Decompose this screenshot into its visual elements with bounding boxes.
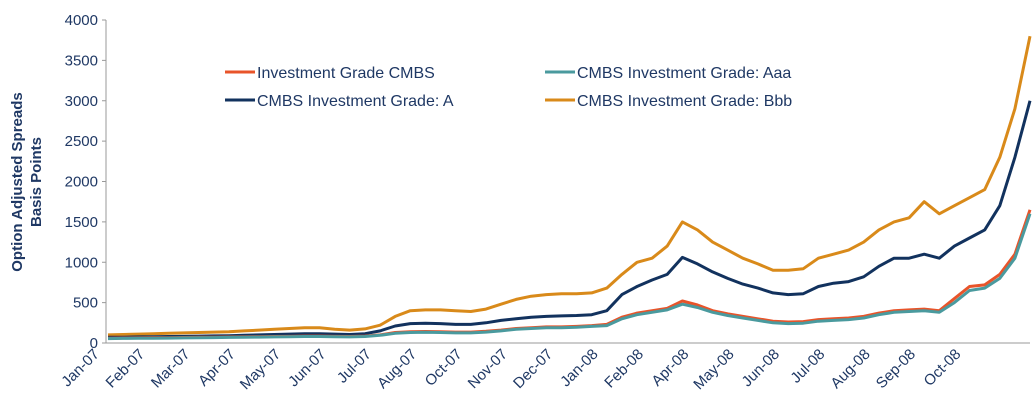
x-tick-label: Mar-07 <box>148 346 194 392</box>
y-tick-label: 1000 <box>65 254 98 271</box>
x-tick-label: Nov-07 <box>465 346 511 392</box>
x-tick-label: May-08 <box>690 346 737 393</box>
x-tick-label: Feb-07 <box>103 346 149 392</box>
series-line <box>107 35 1032 337</box>
x-tick-label: Aug-08 <box>827 346 873 392</box>
x-tick-label: Feb-08 <box>601 346 647 392</box>
x-tick-label: Jun-07 <box>285 346 329 390</box>
y-axis-label: Option Adjusted Spreads <box>9 92 26 271</box>
x-tick-label: Sep-08 <box>873 346 919 392</box>
y-tick-label: 3000 <box>65 93 98 110</box>
y-tick-label: 500 <box>73 295 98 312</box>
y-tick-label: 4000 <box>65 12 98 29</box>
x-tick-label: Dec-07 <box>510 346 556 392</box>
y-tick-label: 1500 <box>65 214 98 231</box>
series-line <box>107 213 1032 341</box>
series-line <box>107 209 1032 340</box>
legend-label: CMBS Investment Grade: Aaa <box>577 65 791 82</box>
legend-label: Investment Grade CMBS <box>257 65 435 82</box>
y-tick-label: 3500 <box>65 52 98 69</box>
y-axis-label: Basis Points <box>28 137 45 227</box>
x-tick-label: Jan-07 <box>58 346 102 390</box>
x-tick-label: Apr-08 <box>648 346 692 390</box>
x-tick-label: Jul-07 <box>334 346 375 387</box>
x-tick-label: Oct-07 <box>422 346 466 390</box>
x-tick-label: Aug-07 <box>374 346 420 392</box>
y-tick-label: 0 <box>90 335 98 352</box>
x-tick-label: Jul-08 <box>787 346 828 387</box>
x-tick-label: Apr-07 <box>195 346 239 390</box>
x-tick-label: Jan-08 <box>557 346 601 390</box>
legend-label: CMBS Investment Grade: Bbb <box>577 93 792 110</box>
y-tick-label: 2500 <box>65 133 98 150</box>
y-tick-label: 2000 <box>65 174 98 191</box>
legend-label: CMBS Investment Grade: A <box>257 93 454 110</box>
x-tick-label: Oct-08 <box>921 346 965 390</box>
x-tick-label: Jun-08 <box>739 346 783 390</box>
x-tick-label: May-07 <box>237 346 284 393</box>
series-line <box>107 100 1032 339</box>
